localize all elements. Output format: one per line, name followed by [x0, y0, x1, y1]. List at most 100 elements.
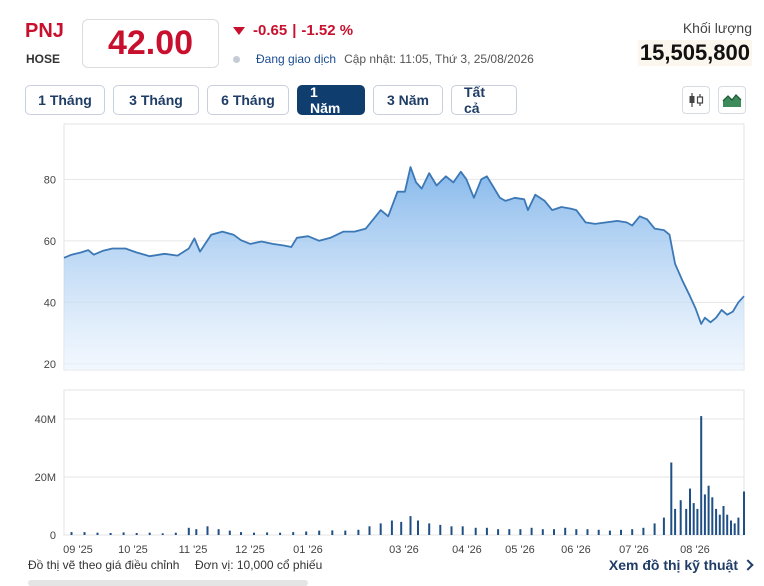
status-dot-icon	[233, 55, 240, 63]
volume-bar	[631, 529, 634, 535]
x-tick-label: 04 '26	[452, 544, 482, 556]
volume-tick-label: 20M	[35, 472, 56, 484]
volume-bar	[292, 532, 295, 535]
volume-bar	[653, 523, 656, 535]
volume-bar	[737, 517, 740, 535]
volume-bar	[692, 503, 695, 535]
volume-bar	[279, 532, 282, 535]
price-line	[63, 166, 745, 325]
tab-1-year[interactable]: 1 Năm	[297, 84, 365, 116]
unit-note: Đơn vị: 10,000 cổ phiếu	[195, 558, 323, 572]
volume-value: 15,505,800	[637, 40, 752, 66]
volume-bar	[575, 529, 578, 535]
volume-bar	[564, 527, 567, 536]
price-panel: 20 40 60 80	[44, 123, 745, 371]
volume-bar	[417, 520, 419, 535]
down-arrow-icon	[233, 26, 245, 35]
candlestick-icon	[689, 93, 704, 107]
volume-bar	[497, 529, 500, 535]
x-tick-label: 12 '25	[235, 544, 265, 556]
price-tick-label: 40	[44, 297, 56, 309]
technical-chart-link[interactable]: Xem đồ thị kỹ thuật	[609, 557, 754, 573]
x-tick-label: 11 '25	[179, 544, 208, 556]
tab-1-month[interactable]: 1 Tháng	[25, 85, 105, 115]
area-chart-button[interactable]	[718, 86, 746, 114]
volume-bar	[685, 508, 688, 535]
volume-bar	[733, 523, 736, 535]
price-area-fill	[64, 167, 744, 370]
volume-bar	[730, 520, 732, 535]
candlestick-button[interactable]	[682, 86, 710, 114]
volume-bar	[474, 527, 477, 536]
volume-bar	[662, 517, 665, 535]
volume-bar	[674, 508, 677, 535]
x-tick-label: 10 '25	[118, 544, 148, 556]
volume-bar	[305, 531, 308, 535]
volume-bar	[439, 524, 442, 535]
volume-bar	[642, 527, 645, 536]
status-row: Đang giao dịch Cập nhật: 11:05, Thứ 3, 2…	[233, 52, 534, 66]
volume-bar	[670, 462, 673, 535]
volume-bar	[696, 508, 699, 535]
adjusted-price-note: Đồ thị vẽ theo giá điều chỉnh	[28, 558, 180, 572]
volume-bar	[70, 532, 73, 535]
horizontal-scrollbar[interactable]	[28, 580, 308, 586]
ticker-symbol: PNJ	[25, 20, 64, 42]
tab-3-years[interactable]: 3 Năm	[373, 85, 443, 115]
price-change: -0.65 | -1.52 %	[233, 22, 353, 39]
volume-tick-label: 40M	[35, 414, 56, 426]
volume-bar	[428, 523, 431, 535]
volume-bar	[390, 520, 393, 535]
volume-bar	[608, 530, 611, 535]
tab-all[interactable]: Tất cả	[451, 84, 517, 116]
volume-bar	[586, 529, 589, 535]
price-tick-label: 60	[44, 236, 56, 248]
change-separator: |	[292, 22, 297, 39]
volume-bar	[597, 529, 600, 535]
volume-bar	[485, 527, 488, 536]
x-tick-label: 06 '26	[561, 544, 591, 556]
volume-bar	[253, 532, 255, 535]
volume-bar	[344, 530, 347, 535]
volume-bar	[450, 526, 453, 535]
volume-bar	[174, 532, 177, 535]
stock-chart: 20 40 60 80 0 20M 40M 09 '25 10 '25 11 '25 12 '2…	[35, 123, 745, 556]
volume-bar	[148, 532, 151, 535]
volume-bar	[109, 533, 112, 535]
chevron-right-icon	[742, 559, 754, 571]
volume-plot-area	[63, 389, 745, 536]
volume-bar	[461, 526, 464, 535]
volume-bar	[722, 506, 725, 535]
x-tick-label: 03 '26	[389, 544, 419, 556]
volume-bar	[541, 529, 544, 535]
exchange-label: HOSE	[26, 52, 61, 66]
price-tick-label: 80	[44, 174, 56, 186]
tab-3-months[interactable]: 3 Tháng	[113, 85, 199, 115]
volume-bar	[508, 529, 511, 535]
volume-bar	[161, 533, 164, 535]
x-axis: 09 '25 10 '25 11 '25 12 '25 01 '26 03 '26 04 '…	[63, 544, 710, 556]
volume-bar	[715, 508, 718, 535]
volume-bar	[96, 532, 99, 535]
volume-bar	[187, 527, 190, 536]
volume-bar	[195, 529, 198, 535]
volume-bar	[206, 526, 209, 535]
volume-bar	[357, 529, 360, 535]
volume-tick-label: 0	[50, 530, 56, 542]
x-tick-label: 01 '26	[293, 544, 323, 556]
tab-6-months[interactable]: 6 Tháng	[207, 85, 289, 115]
volume-bar	[228, 530, 231, 535]
change-percent: -1.52 %	[301, 22, 354, 39]
change-value: -0.65	[253, 22, 288, 39]
volume-bar	[553, 529, 555, 535]
volume-bar	[726, 514, 729, 535]
volume-label: Khối lượng	[682, 20, 752, 36]
volume-bar	[266, 532, 269, 535]
volume-bar	[743, 491, 745, 535]
trading-status: Đang giao dịch	[256, 52, 337, 66]
period-tabs: 1 Tháng 3 Tháng 6 Tháng 1 Năm 3 Năm Tất …	[25, 84, 517, 116]
volume-bar	[707, 485, 710, 535]
volume-bar	[679, 500, 682, 535]
x-tick-label: 07 '26	[619, 544, 649, 556]
current-price: 42.00	[82, 19, 219, 68]
